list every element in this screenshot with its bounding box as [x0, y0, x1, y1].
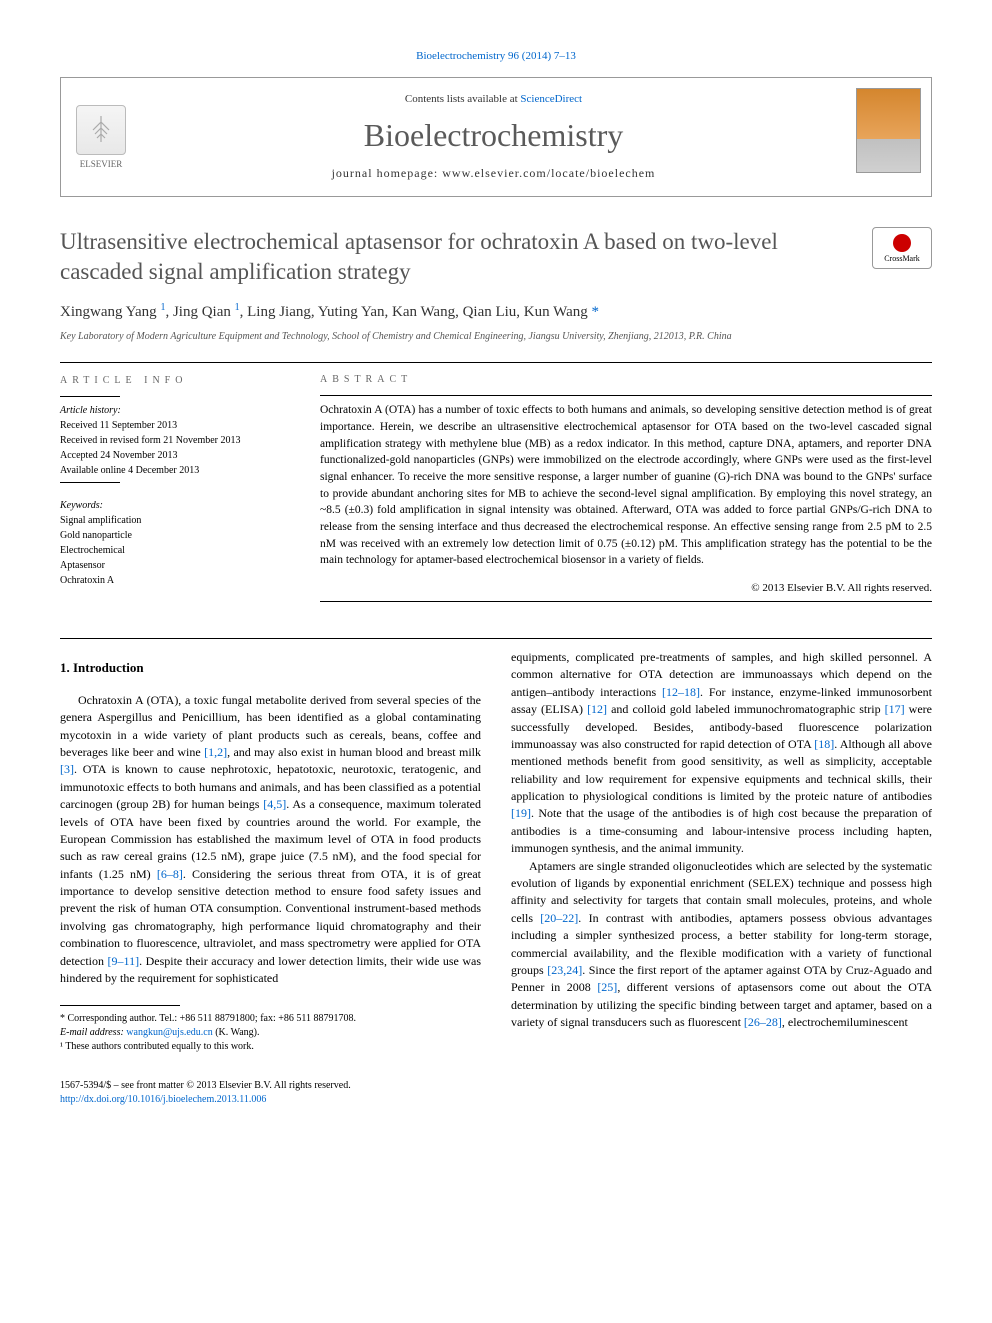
- accepted-date: Accepted 24 November 2013: [60, 448, 290, 463]
- crossmark-badge[interactable]: CrossMark: [872, 227, 932, 269]
- ref-link[interactable]: [12–18]: [662, 685, 700, 699]
- abstract-copyright: © 2013 Elsevier B.V. All rights reserved…: [320, 581, 932, 597]
- publisher-logo: ELSEVIER: [61, 78, 141, 196]
- ref-link[interactable]: [25]: [597, 980, 617, 994]
- article-info-block: ARTICLE INFO Article history: Received 1…: [60, 373, 290, 608]
- ref-link[interactable]: [6–8]: [157, 867, 183, 881]
- ref-link[interactable]: [23,24]: [547, 963, 582, 977]
- ref-link[interactable]: [12]: [587, 702, 607, 716]
- corresponding-asterisk[interactable]: *: [591, 304, 599, 320]
- cover-image: [856, 88, 921, 173]
- footnotes: * Corresponding author. Tel.: +86 511 88…: [60, 1005, 481, 1054]
- ref-link[interactable]: [9–11]: [108, 954, 140, 968]
- corresponding-footnote: * Corresponding author. Tel.: +86 511 88…: [60, 1012, 481, 1026]
- equal-contrib-footnote: ¹ These authors contributed equally to t…: [60, 1040, 481, 1054]
- received-date: Received 11 September 2013: [60, 418, 290, 433]
- ref-link[interactable]: [4,5]: [263, 797, 286, 811]
- article-title: Ultrasensitive electrochemical aptasenso…: [60, 227, 852, 287]
- doi-link[interactable]: http://dx.doi.org/10.1016/j.bioelechem.2…: [60, 1094, 266, 1105]
- page-footer: 1567-5394/$ – see front matter © 2013 El…: [60, 1079, 481, 1107]
- section-divider: [60, 638, 932, 639]
- section-divider: [60, 362, 932, 363]
- paragraph: Ochratoxin A (OTA), a toxic fungal metab…: [60, 692, 481, 988]
- email-link[interactable]: wangkun@ujs.edu.cn: [126, 1027, 212, 1038]
- keyword: Signal amplification: [60, 513, 290, 528]
- journal-homepage: journal homepage: www.elsevier.com/locat…: [151, 166, 836, 181]
- affiliation: Key Laboratory of Modern Agriculture Equ…: [60, 331, 932, 342]
- online-date: Available online 4 December 2013: [60, 463, 290, 478]
- journal-title: Bioelectrochemistry: [151, 117, 836, 154]
- abstract-text: Ochratoxin A (OTA) has a number of toxic…: [320, 402, 932, 569]
- publisher-name: ELSEVIER: [80, 159, 123, 169]
- keyword: Electrochemical: [60, 543, 290, 558]
- keyword: Ochratoxin A: [60, 573, 290, 588]
- ref-link[interactable]: [18]: [814, 737, 834, 751]
- ref-link[interactable]: [26–28]: [744, 1015, 782, 1029]
- ref-link[interactable]: [3]: [60, 762, 74, 776]
- authors-list: Xingwang Yang 1, Jing Qian 1, Ling Jiang…: [60, 302, 932, 321]
- article-info-heading: ARTICLE INFO: [60, 373, 290, 388]
- revised-date: Received in revised form 21 November 201…: [60, 433, 290, 448]
- ref-link[interactable]: [17]: [885, 702, 905, 716]
- column-left: 1. Introduction Ochratoxin A (OTA), a to…: [60, 649, 481, 1107]
- crossmark-icon: [893, 234, 911, 252]
- abstract-heading: ABSTRACT: [320, 373, 932, 388]
- keywords-label: Keywords:: [60, 498, 290, 513]
- elsevier-tree-icon: [76, 105, 126, 155]
- paragraph: equipments, complicated pre-treatments o…: [511, 649, 932, 858]
- journal-cover-thumb: [846, 78, 931, 196]
- column-right: equipments, complicated pre-treatments o…: [511, 649, 932, 1107]
- history-label: Article history:: [60, 403, 290, 418]
- ref-link[interactable]: [1,2]: [204, 745, 227, 759]
- keyword: Aptasensor: [60, 558, 290, 573]
- abstract-block: ABSTRACT Ochratoxin A (OTA) has a number…: [320, 373, 932, 608]
- paragraph: Aptamers are single stranded oligonucleo…: [511, 858, 932, 1032]
- ref-link[interactable]: [20–22]: [540, 911, 578, 925]
- contents-list-line: Contents lists available at ScienceDirec…: [151, 93, 836, 105]
- section-heading-intro: 1. Introduction: [60, 659, 481, 678]
- top-citation[interactable]: Bioelectrochemistry 96 (2014) 7–13: [60, 50, 932, 62]
- sciencedirect-link[interactable]: ScienceDirect: [520, 93, 582, 105]
- keyword: Gold nanoparticle: [60, 528, 290, 543]
- issn-line: 1567-5394/$ – see front matter © 2013 El…: [60, 1079, 481, 1093]
- email-footnote: E-mail address: wangkun@ujs.edu.cn (K. W…: [60, 1026, 481, 1040]
- ref-link[interactable]: [19]: [511, 806, 531, 820]
- body-text: 1. Introduction Ochratoxin A (OTA), a to…: [60, 649, 932, 1107]
- homepage-url[interactable]: www.elsevier.com/locate/bioelechem: [442, 166, 655, 180]
- journal-header: ELSEVIER Contents lists available at Sci…: [60, 77, 932, 197]
